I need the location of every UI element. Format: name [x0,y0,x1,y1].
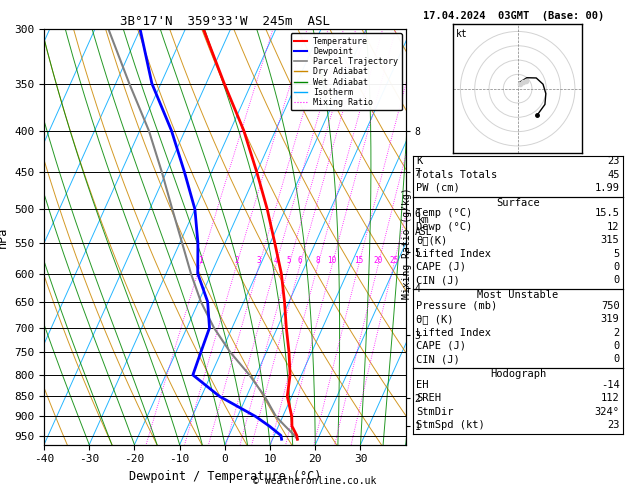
Text: CIN (J): CIN (J) [416,275,460,285]
Text: 0: 0 [613,275,620,285]
Text: θᴇ(K): θᴇ(K) [416,235,448,245]
Text: 319: 319 [601,314,620,324]
Text: SREH: SREH [416,393,442,403]
Text: 25: 25 [389,256,398,264]
X-axis label: Dewpoint / Temperature (°C): Dewpoint / Temperature (°C) [129,470,321,483]
Text: θᴇ (K): θᴇ (K) [416,314,454,324]
Text: 0: 0 [613,341,620,351]
Text: 23: 23 [607,156,620,166]
Text: © weatheronline.co.uk: © weatheronline.co.uk [253,476,376,486]
Text: Dewp (°C): Dewp (°C) [416,222,472,232]
Text: 10: 10 [328,256,337,264]
Text: Hodograph: Hodograph [490,369,546,379]
Text: 12: 12 [607,222,620,232]
Text: 0: 0 [613,262,620,272]
Text: 8: 8 [316,256,320,264]
Text: 315: 315 [601,235,620,245]
Text: Totals Totals: Totals Totals [416,170,498,180]
Text: LCL: LCL [532,30,550,40]
Legend: Temperature, Dewpoint, Parcel Trajectory, Dry Adiabat, Wet Adiabat, Isotherm, Mi: Temperature, Dewpoint, Parcel Trajectory… [291,34,401,110]
Text: 17.04.2024  03GMT  (Base: 00): 17.04.2024 03GMT (Base: 00) [423,11,604,21]
Text: -14: -14 [601,380,620,390]
Text: 1: 1 [198,256,203,264]
Text: 3: 3 [257,256,262,264]
Text: 2: 2 [235,256,239,264]
Text: Pressure (mb): Pressure (mb) [416,301,498,311]
Text: Lifted Index: Lifted Index [416,248,491,259]
Text: 45: 45 [607,170,620,180]
Text: CAPE (J): CAPE (J) [416,341,466,351]
Text: Mixing Ratio (g/kg): Mixing Ratio (g/kg) [402,187,412,299]
Text: 112: 112 [601,393,620,403]
Text: 23: 23 [607,420,620,430]
Text: kt: kt [456,30,467,39]
Text: EH: EH [416,380,429,390]
Text: 4: 4 [274,256,278,264]
Text: K: K [416,156,423,166]
Y-axis label: hPa: hPa [0,226,9,247]
Text: 15.5: 15.5 [594,208,620,219]
Text: 6: 6 [298,256,303,264]
Text: 1.99: 1.99 [594,183,620,193]
Text: StmDir: StmDir [416,406,454,417]
Title: 3B°17'N  359°33'W  245m  ASL: 3B°17'N 359°33'W 245m ASL [120,15,330,28]
Text: PW (cm): PW (cm) [416,183,460,193]
Text: CAPE (J): CAPE (J) [416,262,466,272]
Text: 5: 5 [613,248,620,259]
Text: Lifted Index: Lifted Index [416,328,491,338]
Text: 20: 20 [374,256,383,264]
Text: 324°: 324° [594,406,620,417]
Text: 750: 750 [601,301,620,311]
Text: CIN (J): CIN (J) [416,354,460,364]
Y-axis label: km
ASL: km ASL [415,215,432,237]
Text: Temp (°C): Temp (°C) [416,208,472,219]
Text: StmSpd (kt): StmSpd (kt) [416,420,485,430]
Text: 15: 15 [354,256,364,264]
Text: 5: 5 [287,256,291,264]
Text: Surface: Surface [496,198,540,208]
Text: 0: 0 [613,354,620,364]
Text: Most Unstable: Most Unstable [477,290,559,300]
Text: 2: 2 [613,328,620,338]
